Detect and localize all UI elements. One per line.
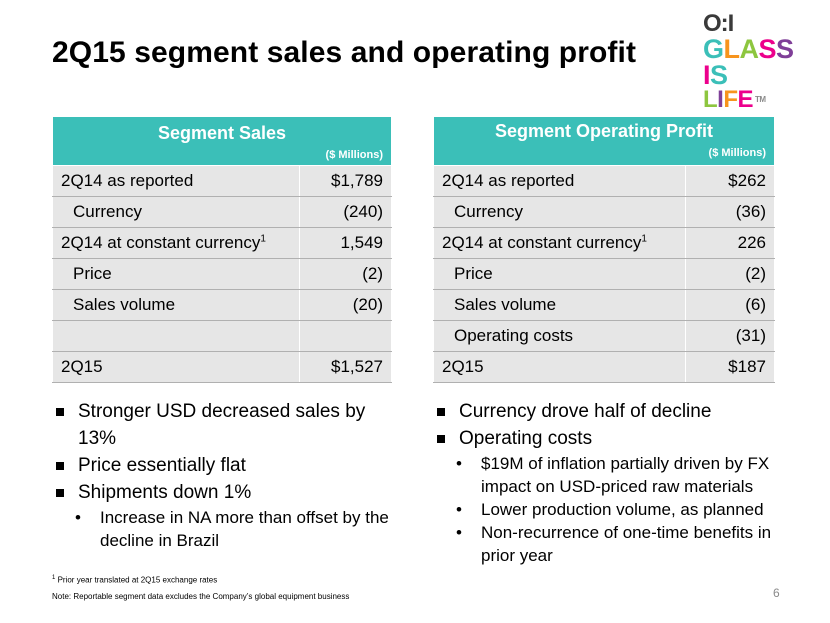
table-row: Sales volume (6) — [433, 289, 775, 321]
sub-bullet-item: Increase in NA more than offset by the d… — [52, 506, 392, 552]
row-value: $1,527 — [299, 351, 392, 383]
row-value: 1,549 — [299, 227, 392, 259]
table-row: 2Q14 as reported $262 — [433, 165, 775, 197]
logo-line-glass: GLASS — [703, 34, 794, 64]
page-number: 6 — [773, 586, 780, 600]
row-value: (36) — [685, 196, 775, 228]
row-value: $187 — [685, 351, 775, 383]
table-row: Sales volume (20) — [52, 289, 392, 321]
table-row: Currency (36) — [433, 196, 775, 228]
segment-operating-profit-table: Segment Operating Profit ($ Millions) 2Q… — [433, 116, 775, 383]
oi-logo-mark: O:I — [703, 10, 734, 37]
table-header: Segment Sales ($ Millions) — [52, 116, 392, 166]
footnote-1: 1 Prior year translated at 2Q15 exchange… — [52, 575, 218, 585]
profit-commentary-list: Currency drove half of decline Operating… — [433, 398, 803, 567]
sub-bullet-item: $19M of inflation partially driven by FX… — [433, 452, 803, 498]
row-label: Price — [52, 258, 300, 290]
row-label: Price — [433, 258, 686, 290]
table-row: 2Q15 $187 — [433, 351, 775, 383]
table-row: 2Q14 at constant currency1 226 — [433, 227, 775, 259]
table-row: 2Q14 at constant currency1 1,549 — [52, 227, 392, 259]
row-label: 2Q15 — [433, 351, 686, 383]
row-value: $262 — [685, 165, 775, 197]
row-label: Operating costs — [433, 320, 686, 352]
table-row: Operating costs (31) — [433, 320, 775, 352]
row-label: 2Q14 as reported — [52, 165, 300, 197]
row-label — [52, 320, 300, 352]
footnote-note: Note: Reportable segment data excludes t… — [52, 592, 350, 601]
bullet-item: Shipments down 1% — [52, 479, 392, 506]
row-label: 2Q14 at constant currency1 — [433, 227, 686, 259]
row-label: Currency — [52, 196, 300, 228]
sales-commentary-list: Stronger USD decreased sales by 13% Pric… — [52, 398, 392, 552]
table-title: Segment Operating Profit — [494, 121, 714, 141]
row-value: (2) — [685, 258, 775, 290]
logo-line-life: LIFE TM — [703, 86, 766, 113]
row-value: (240) — [299, 196, 392, 228]
bullet-item: Price essentially flat — [52, 452, 392, 479]
row-label: Currency — [433, 196, 686, 228]
row-value: 226 — [685, 227, 775, 259]
bullet-item: Stronger USD decreased sales by 13% — [52, 398, 392, 452]
row-value: (31) — [685, 320, 775, 352]
table-row — [52, 320, 392, 352]
table-title: Segment Sales — [157, 123, 287, 143]
row-label: Sales volume — [52, 289, 300, 321]
table-row: Currency (240) — [52, 196, 392, 228]
table-row: 2Q14 as reported $1,789 — [52, 165, 392, 197]
sub-bullet-item: Lower production volume, as planned — [433, 498, 803, 521]
table-unit: ($ Millions) — [708, 147, 766, 159]
sub-bullet-item: Non-recurrence of one-time benefits in p… — [433, 521, 803, 567]
logo-line-is: IS — [703, 60, 728, 90]
row-label: 2Q14 at constant currency1 — [52, 227, 300, 259]
glass-is-life-logo: O:I GLASS IS LIFE TM — [701, 10, 794, 113]
row-value: (20) — [299, 289, 392, 321]
table-row: Price (2) — [52, 258, 392, 290]
table-row: Price (2) — [433, 258, 775, 290]
row-label: 2Q14 as reported — [433, 165, 686, 197]
segment-sales-table: Segment Sales ($ Millions) 2Q14 as repor… — [52, 116, 392, 383]
bullet-item: Operating costs — [433, 425, 803, 452]
row-label: Sales volume — [433, 289, 686, 321]
bullet-item: Currency drove half of decline — [433, 398, 803, 425]
row-value: (6) — [685, 289, 775, 321]
table-unit: ($ Millions) — [325, 149, 383, 161]
row-value — [299, 320, 392, 352]
table-row: 2Q15 $1,527 — [52, 351, 392, 383]
row-value: $1,789 — [299, 165, 392, 197]
page-title: 2Q15 segment sales and operating profit — [52, 36, 637, 69]
table-header: Segment Operating Profit ($ Millions) — [433, 116, 775, 166]
row-value: (2) — [299, 258, 392, 290]
row-label: 2Q15 — [52, 351, 300, 383]
